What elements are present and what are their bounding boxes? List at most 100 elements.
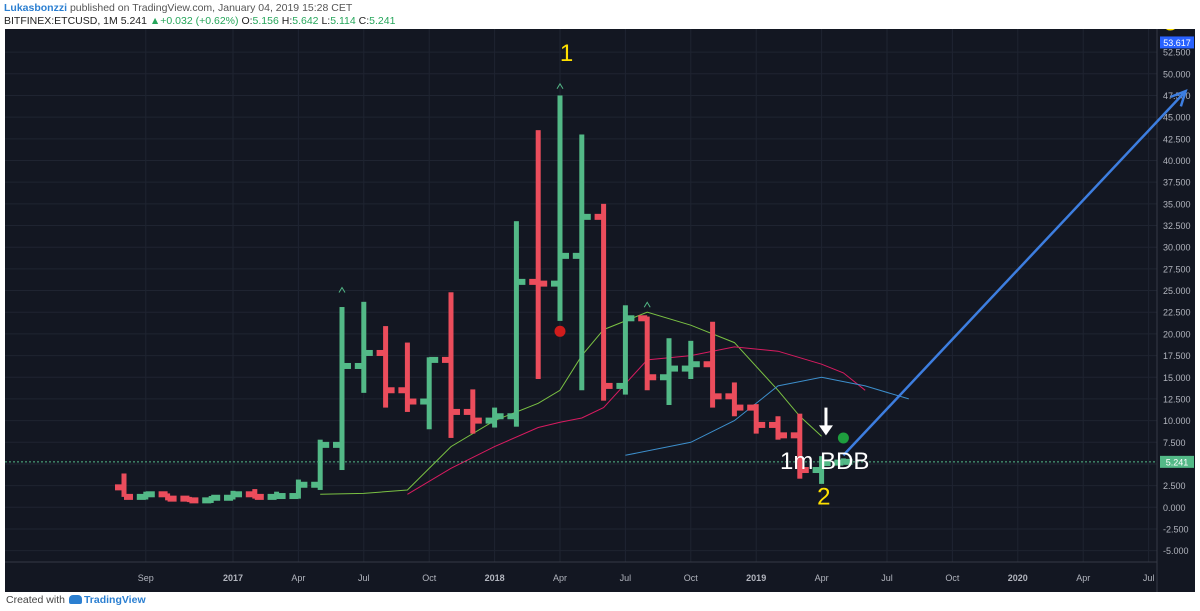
down-bar	[442, 292, 460, 438]
low-value: 5.114	[330, 15, 356, 27]
bar-open-tick	[573, 253, 582, 259]
time-tick-label: Apr	[291, 573, 305, 583]
up-bar	[682, 341, 700, 379]
bar-open-tick	[202, 497, 211, 503]
price-tick-label: 7.500	[1163, 438, 1186, 448]
open-value: 5.156	[253, 15, 279, 27]
price-tick-label: 20.000	[1163, 329, 1191, 339]
bar-open-tick	[159, 491, 168, 497]
signal-dot-icon	[838, 432, 849, 443]
top-price-badge: 53.617	[1160, 36, 1194, 48]
current-price-badge: 5.241	[1160, 456, 1194, 468]
signal-dot-icon	[555, 326, 566, 337]
bar-open-tick	[224, 495, 233, 501]
up-bar	[137, 491, 155, 500]
time-tick-label: Jul	[620, 573, 632, 583]
bar-close-tick	[756, 422, 765, 428]
close-label: C:	[359, 15, 370, 27]
bar-wick	[536, 130, 541, 379]
bar-open-tick	[791, 432, 800, 438]
symbol-label: BITFINEX:ETCUSD, 1M	[4, 15, 118, 27]
price-tick-label: 37.500	[1163, 178, 1191, 188]
time-tick-label: Oct	[422, 573, 437, 583]
open-label: O:	[241, 15, 252, 27]
up-bar	[289, 480, 307, 499]
price-tick-label: 42.500	[1163, 134, 1191, 144]
low-label: L:	[321, 15, 330, 27]
wave-label: 1	[560, 40, 573, 67]
price-chart[interactable]: 52.50050.00047.50045.00042.50040.00037.5…	[5, 29, 1195, 592]
bar-open-tick	[660, 374, 669, 380]
bar-open-tick	[616, 383, 625, 389]
bar-wick	[514, 221, 519, 426]
bar-close-tick	[298, 482, 307, 488]
up-bar	[660, 338, 678, 405]
down-bar	[769, 416, 787, 439]
up-bar	[420, 357, 438, 429]
footer: Created with TradingView	[6, 594, 146, 606]
bar-open-tick	[769, 422, 778, 428]
bar-open-tick	[246, 491, 255, 497]
bar-open-tick	[529, 279, 538, 285]
price-tick-label: 40.000	[1163, 156, 1191, 166]
up-bar	[551, 95, 569, 320]
bar-wick	[383, 326, 388, 407]
bar-wick	[427, 357, 432, 429]
time-tick-label: Sep	[138, 573, 154, 583]
down-bar	[246, 489, 264, 500]
high-label: H:	[282, 15, 293, 27]
author-name[interactable]: Lukasbonzzi	[4, 2, 67, 14]
bar-close-tick	[407, 399, 416, 405]
up-bar	[573, 134, 591, 390]
time-tick-label: Oct	[945, 573, 960, 583]
bar-open-tick	[486, 418, 495, 424]
bar-close-tick	[495, 413, 504, 419]
bar-open-tick	[180, 496, 189, 502]
bar-close-tick	[342, 363, 351, 369]
price-tick-label: 32.500	[1163, 221, 1191, 231]
up-bar	[333, 307, 351, 470]
bar-open-tick	[355, 363, 364, 369]
bar-close-tick	[146, 491, 155, 497]
trend-arrow-line	[843, 91, 1185, 455]
bar-wick	[449, 292, 454, 438]
bar-close-tick	[582, 214, 591, 220]
bar-open-tick	[420, 399, 429, 405]
symbol-line: BITFINEX:ETCUSD, 1M 5.241 ▲+0.032 (+0.62…	[4, 15, 395, 27]
up-bar	[202, 495, 220, 504]
time-tick-label: Apr	[815, 573, 829, 583]
bar-close-tick	[669, 366, 678, 372]
bar-close-tick	[625, 315, 634, 321]
price-tick-label: 25.000	[1163, 286, 1191, 296]
bar-close-tick	[364, 350, 373, 356]
bar-close-tick	[538, 281, 547, 287]
time-tick-label: 2018	[485, 573, 505, 583]
bar-close-tick	[713, 393, 722, 399]
price-tick-label: 12.500	[1163, 394, 1191, 404]
bar-open-tick	[507, 413, 516, 419]
time-tick-label: 2017	[223, 573, 243, 583]
bar-wick	[579, 134, 584, 390]
price-tick-label: -2.500	[1163, 524, 1189, 534]
chart-area[interactable]: 52.500 50.000 47.500 45.000 42.500 40.000 37.5…	[5, 29, 1195, 592]
wave-label: 3	[1164, 29, 1177, 36]
bar-open-tick	[464, 409, 473, 415]
bar-open-tick	[551, 281, 560, 287]
up-bar	[507, 221, 525, 426]
down-bar	[638, 315, 656, 390]
price-tick-label: 22.500	[1163, 308, 1191, 318]
bar-close-tick	[560, 253, 569, 259]
bar-open-tick	[704, 361, 713, 367]
publication-line: Lukasbonzzi published on TradingView.com…	[4, 2, 352, 14]
bar-close-tick	[255, 494, 264, 500]
down-bar	[377, 326, 395, 407]
bar-open-tick	[137, 494, 146, 500]
bar-open-tick	[333, 442, 342, 448]
bar-open-tick	[595, 214, 604, 220]
price-tick-label: 30.000	[1163, 243, 1191, 253]
bar-wick	[732, 382, 737, 416]
down-bar	[180, 496, 198, 504]
bar-close-tick	[233, 491, 242, 497]
moving-average-line	[320, 312, 821, 494]
tradingview-brand[interactable]: TradingView	[84, 594, 146, 606]
